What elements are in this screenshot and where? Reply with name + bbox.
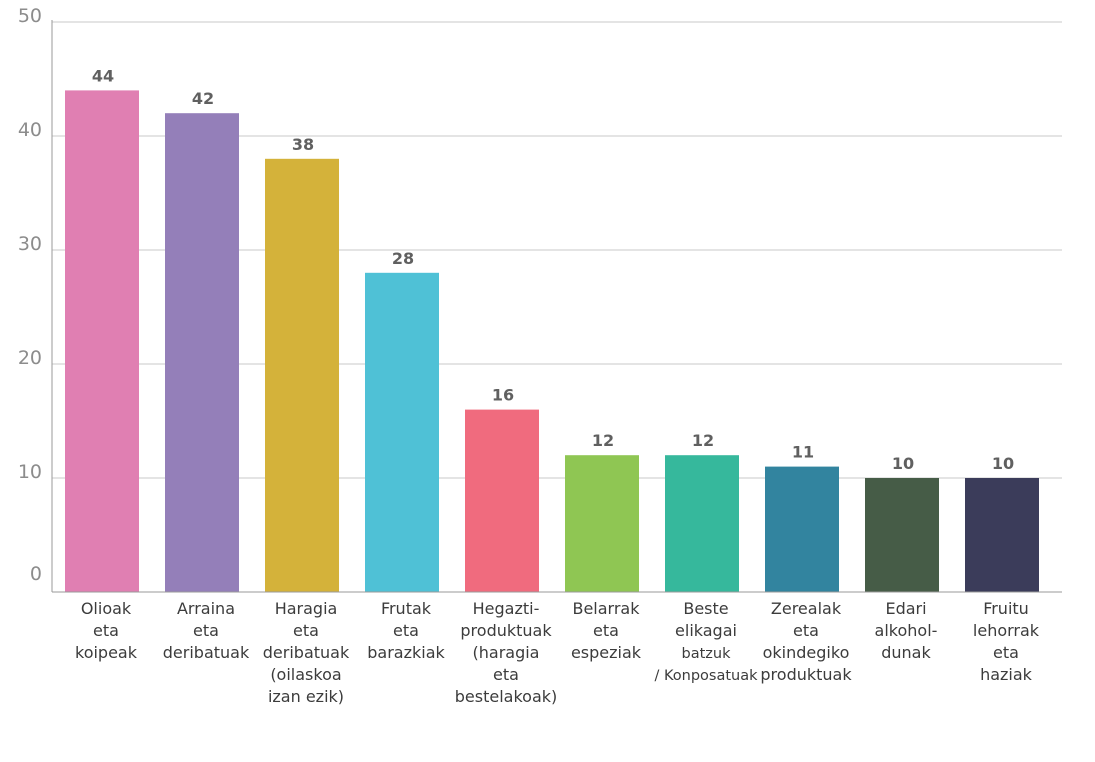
y-tick-label: 50 [18, 5, 42, 27]
x-category-label-line: deribatuak [263, 643, 350, 662]
bar [365, 272, 439, 592]
x-category-label-line: produktuak [760, 665, 852, 684]
x-category-label: Belarrak eta espeziak [571, 599, 642, 662]
x-category-label-line: Zerealak [771, 599, 842, 618]
x-category-label-line: espeziak [571, 643, 642, 662]
x-category-label-line: okindegiko [763, 643, 850, 662]
x-category-label: Fruitu lehorrak eta haziak [973, 599, 1040, 684]
y-tick-label: 30 [18, 233, 42, 255]
x-category-label-line: Hegazti- [473, 599, 540, 618]
x-category-label-line: lehorrak [973, 621, 1040, 640]
x-category-label-line: produktuak [460, 621, 552, 640]
x-category-label-line: / Konposatuak [654, 668, 758, 684]
bar [765, 466, 839, 592]
x-axis-category-labels: OlioaketakoipeakArrainaetaderibatuakHara… [75, 599, 1040, 706]
x-category-label-line: izan ezik) [268, 687, 344, 706]
x-category-label-line: Belarrak [572, 599, 640, 618]
x-category-label-line: batzuk [682, 646, 732, 662]
x-category-label: Hegazti-produktuak (haragia eta bestelakoak… [455, 599, 558, 706]
bar-value-label: 44 [92, 66, 114, 85]
x-category-label-line: eta [493, 665, 519, 684]
bar [465, 409, 539, 592]
y-tick-label: 0 [30, 563, 42, 585]
x-category-label-line: eta [193, 621, 219, 640]
y-tick-label: 20 [18, 347, 42, 369]
x-category-label-line: eta [293, 621, 319, 640]
bar [165, 113, 239, 592]
bar-value-label: 12 [692, 431, 714, 450]
bar-value-label: 38 [292, 135, 314, 154]
bar [665, 455, 739, 592]
bar-value-label: 12 [592, 431, 614, 450]
x-category-label-line: deribatuak [163, 643, 250, 662]
bar [265, 158, 339, 593]
x-category-label-line: elikagai [675, 621, 737, 640]
x-category-label-line: eta [793, 621, 819, 640]
bar-value-labels: 44 42 38 28 16 12 12 11 10 10 [92, 66, 1014, 473]
x-category-label: Edari alkohol-dunak [875, 599, 938, 662]
x-category-label-line: eta [993, 643, 1019, 662]
y-axis-ticks: 0 10 20 30 40 50 [18, 5, 42, 585]
x-category-label-line: Haragia [275, 599, 338, 618]
bar [65, 90, 139, 593]
x-category-label-line: koipeak [75, 643, 138, 662]
x-category-label-line: Fruitu [983, 599, 1029, 618]
x-category-label-line: Frutak [381, 599, 432, 618]
bar [565, 455, 639, 592]
x-category-label-line: barazkiak [367, 643, 445, 662]
y-tick-label: 40 [18, 119, 42, 141]
x-category-label: Arraina eta deribatuak [163, 599, 250, 662]
y-tick-label: 10 [18, 461, 42, 483]
x-category-label-line: haziak [980, 665, 1033, 684]
bar-value-label: 11 [792, 443, 814, 462]
x-category-label-line: eta [593, 621, 619, 640]
bar [965, 478, 1039, 592]
x-category-label: Haragia eta deribatuak (oilaskoa izan ezik) [263, 599, 350, 706]
x-category-label: Beste elikagai batzuk / Konposatuak [654, 599, 758, 684]
bar [865, 478, 939, 592]
x-category-label-line: (oilaskoa [270, 665, 341, 684]
x-category-label-line: eta [393, 621, 419, 640]
x-category-label: Olioak eta koipeak [75, 599, 138, 662]
x-category-label-line: eta [93, 621, 119, 640]
x-category-label-line: Beste [683, 599, 728, 618]
x-category-label-line: bestelakoak) [455, 687, 558, 706]
x-category-label-line: alkohol- [875, 621, 938, 640]
x-category-label: Frutak eta barazkiak [367, 599, 445, 662]
axes [51, 20, 1062, 593]
bar-value-label: 28 [392, 249, 414, 268]
bars [65, 90, 1039, 593]
x-category-label-line: (haragia [473, 643, 540, 662]
x-category-label-line: Arraina [177, 599, 235, 618]
x-category-label-line: Olioak [81, 599, 132, 618]
bar-value-label: 10 [992, 454, 1014, 473]
x-category-label: Zerealak eta okindegiko produktuak [760, 599, 852, 684]
bar-value-label: 10 [892, 454, 914, 473]
bar-value-label: 42 [192, 89, 214, 108]
x-category-label-line: dunak [881, 643, 931, 662]
bar-value-label: 16 [492, 386, 514, 405]
x-category-label-line: Edari [885, 599, 926, 618]
